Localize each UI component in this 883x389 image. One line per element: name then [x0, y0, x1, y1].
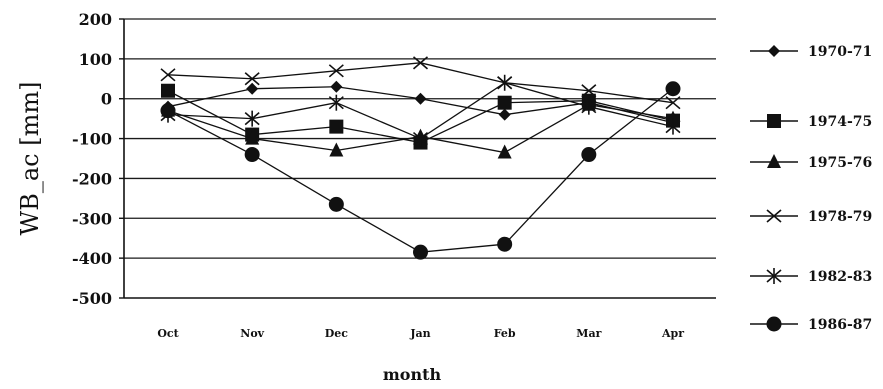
- marker-stroke: [160, 68, 176, 82]
- x-tick-label: Feb: [494, 327, 516, 340]
- data-point: [244, 72, 260, 86]
- data-point: [328, 64, 344, 78]
- marker-stroke: [412, 56, 429, 70]
- data-point: [498, 108, 511, 121]
- series-lines: [160, 56, 681, 260]
- x-tick-label: Dec: [325, 327, 349, 340]
- data-point: [328, 196, 344, 212]
- data-point: [161, 83, 175, 98]
- data-point: [412, 56, 429, 70]
- marker-stroke: [328, 64, 344, 78]
- legend-label: 1970-71: [808, 44, 872, 60]
- data-point: [246, 82, 259, 95]
- data-point: [244, 110, 260, 127]
- legend: 1970-71 1974-75 1975-76 1978-79 1982-83 1986-…: [750, 44, 872, 333]
- data-point: [244, 147, 260, 163]
- legend-label: 1978-79: [808, 209, 872, 225]
- data-point: [666, 110, 680, 125]
- legend-marker: [766, 268, 782, 284]
- data-point: [665, 81, 681, 97]
- axes: 200 100 0 -100 -200 -300 -400 -500 Oct Nov Dec Jan F…: [72, 10, 716, 340]
- data-point: [665, 96, 681, 110]
- legend-marker: [767, 154, 781, 168]
- legend-label: 1986-87: [808, 317, 872, 333]
- marker-stroke: [665, 96, 681, 110]
- data-point: [581, 84, 597, 98]
- data-point: [160, 103, 176, 119]
- y-tick-label: -300: [72, 209, 112, 228]
- data-point: [581, 147, 597, 163]
- data-point: [497, 236, 513, 252]
- y-tick-label: -100: [72, 130, 112, 149]
- series-1978-79: [160, 56, 681, 110]
- data-point: [497, 74, 513, 91]
- legend-item: 1982-83: [750, 268, 872, 285]
- data-point: [665, 118, 681, 135]
- legend-item: 1978-79: [750, 209, 872, 225]
- marker-stroke: [766, 209, 782, 223]
- x-tick-label: Oct: [157, 327, 179, 340]
- data-point: [330, 80, 343, 93]
- data-point: [245, 130, 260, 145]
- marker-stroke: [244, 72, 260, 86]
- y-tick-label: -200: [72, 169, 112, 188]
- data-point: [497, 144, 512, 159]
- series-1986-87: [160, 81, 681, 260]
- x-tick-label: Apr: [661, 327, 684, 340]
- x-tick-label: Jan: [409, 327, 430, 340]
- data-point: [581, 98, 597, 115]
- legend-item: 1986-87: [750, 316, 872, 333]
- legend-marker: [766, 209, 782, 223]
- data-point: [412, 130, 429, 147]
- legend-marker: [767, 114, 781, 128]
- x-tick-label: Nov: [240, 327, 264, 340]
- data-point: [414, 92, 427, 105]
- data-point: [329, 142, 344, 157]
- legend-item: 1975-76: [750, 154, 872, 171]
- legend-marker: [766, 316, 782, 332]
- y-tick-label: 200: [79, 10, 112, 29]
- data-point: [497, 95, 512, 110]
- data-point: [160, 68, 176, 82]
- data-point: [328, 94, 344, 111]
- y-tick-label: -500: [72, 289, 112, 308]
- legend-item: 1970-71: [750, 44, 872, 60]
- x-tick-label: Mar: [576, 327, 601, 340]
- legend-marker: [768, 45, 780, 57]
- legend-label: 1975-76: [808, 155, 872, 171]
- data-point: [329, 119, 344, 134]
- y-tick-label: -400: [72, 249, 112, 268]
- data-point: [413, 244, 428, 260]
- legend-label: 1982-83: [808, 269, 872, 285]
- x-axis-title: month: [383, 365, 442, 384]
- marker-stroke: [581, 84, 597, 98]
- series-1982-83: [160, 74, 681, 147]
- y-axis-title: WB_ac [mm]: [16, 82, 44, 236]
- y-tick-label: 100: [79, 50, 112, 69]
- y-tick-label: 0: [101, 90, 112, 109]
- legend-label: 1974-75: [808, 114, 872, 130]
- legend-item: 1974-75: [750, 114, 872, 130]
